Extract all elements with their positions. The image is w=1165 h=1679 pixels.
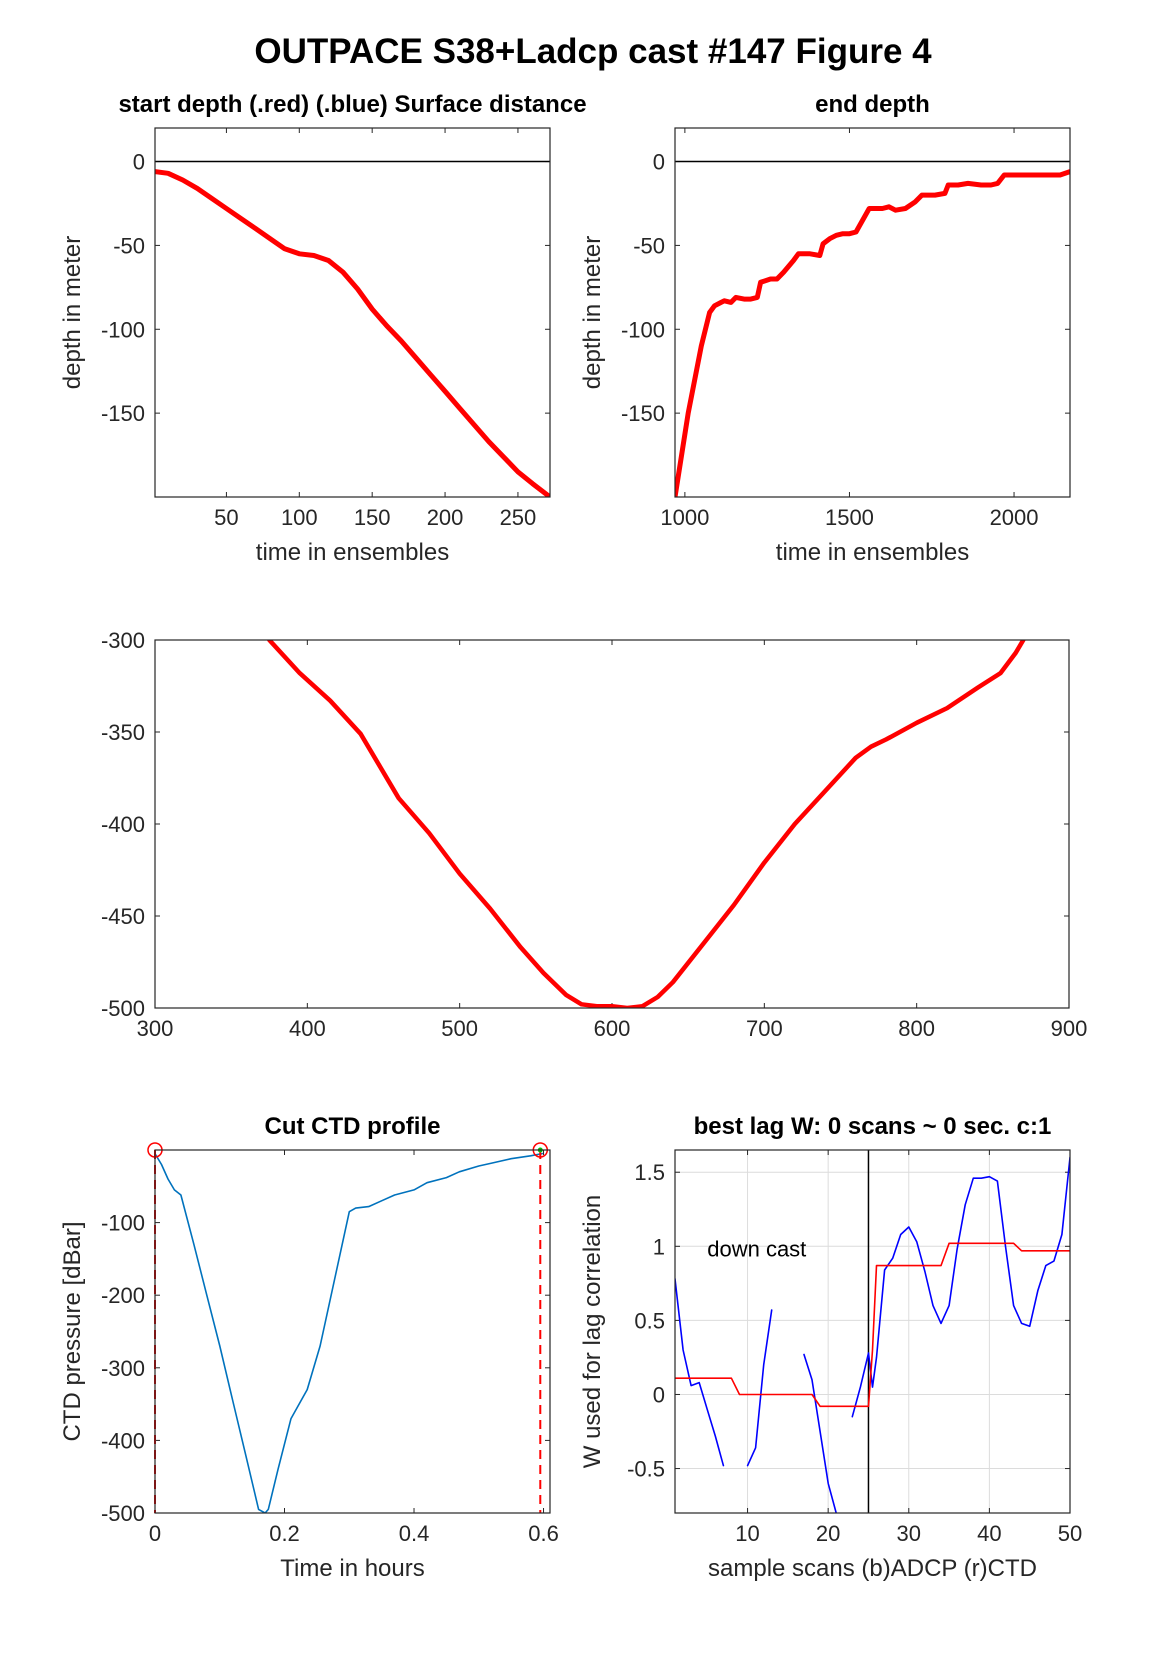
plot-area xyxy=(155,1150,550,1513)
x-tick-label: 20 xyxy=(816,1521,840,1546)
y-tick-label: 1.5 xyxy=(634,1160,665,1185)
series-0-line xyxy=(675,169,1070,497)
x-tick-label: 400 xyxy=(289,1016,326,1041)
y-tick-label: -100 xyxy=(101,317,145,342)
down-cast-label: down cast xyxy=(707,1237,806,1262)
series-0-line xyxy=(675,1278,725,1467)
axes-frame xyxy=(154,639,1070,1009)
y-axis-label: W used for lag correlation xyxy=(579,1195,606,1468)
y-tick-label: -300 xyxy=(101,628,145,653)
x-axis-label: sample scans (b)ADCP (r)CTD xyxy=(708,1555,1037,1582)
axes-frame xyxy=(674,127,1071,498)
plot-title: Cut CTD profile xyxy=(265,1113,441,1140)
x-tick-label: 600 xyxy=(594,1016,631,1041)
x-tick-label: 50 xyxy=(1058,1521,1082,1546)
plot-title: best lag W: 0 scans ~ 0 sec. c:1 xyxy=(694,1113,1052,1140)
x-tick-label: 200 xyxy=(427,505,464,530)
y-tick-label: -100 xyxy=(621,317,665,342)
y-tick-label: -300 xyxy=(101,1356,145,1381)
x-tick-label: 250 xyxy=(500,505,537,530)
y-tick-label: -400 xyxy=(101,1428,145,1453)
y-tick-label: -350 xyxy=(101,720,145,745)
x-tick-label: 2000 xyxy=(990,505,1039,530)
series-0-line xyxy=(267,640,1026,1008)
x-tick-label: 700 xyxy=(746,1016,783,1041)
x-tick-label: 0 xyxy=(149,1521,161,1546)
x-tick-label: 100 xyxy=(281,505,318,530)
x-tick-label: 300 xyxy=(137,1016,174,1041)
series-group xyxy=(155,169,550,497)
plot-title: start depth (.red) (.blue) Surface dista… xyxy=(118,91,586,118)
y-tick-label: -50 xyxy=(113,233,145,258)
x-tick-label: 30 xyxy=(897,1521,921,1546)
figure-title: OUTPACE S38+Ladcp cast #147 Figure 4 xyxy=(254,32,932,71)
y-tick-label: -150 xyxy=(101,401,145,426)
y-tick-label: -200 xyxy=(101,1283,145,1308)
chart-bottom_depth: 300 400 500 600 700 800 900 -300 -350 -400 -450 -50… xyxy=(101,628,1087,1041)
x-tick-label: 0.6 xyxy=(528,1521,559,1546)
x-tick-label: 800 xyxy=(898,1016,935,1041)
plot-area xyxy=(675,128,1070,497)
axes-frame xyxy=(154,1149,551,1514)
series-0-line xyxy=(155,169,550,497)
y-tick-label: -150 xyxy=(621,401,665,426)
x-tick-label: 1000 xyxy=(660,505,709,530)
chart-best_lag: 10 20 30 40 50 1.5 1 0.5 0 -0.5 down cast best lag … xyxy=(579,1113,1082,1582)
axes-frame xyxy=(674,1149,1071,1514)
y-tick-label: 0.5 xyxy=(634,1308,665,1333)
y-tick-label: 0 xyxy=(133,150,145,175)
plot-area xyxy=(155,640,1069,1008)
series-0-line xyxy=(746,1309,773,1467)
chart-cut_ctd: 0 0.2 0.4 0.6 -100 -200 -300 -400 -500 Cut CTD pr… xyxy=(59,1113,559,1582)
x-tick-label: 40 xyxy=(977,1521,1001,1546)
series-0-line xyxy=(851,1156,1070,1418)
y-tick-label: -0.5 xyxy=(627,1457,665,1482)
series-0-line xyxy=(155,1152,544,1513)
x-tick-label: 0.2 xyxy=(269,1521,300,1546)
plot-area xyxy=(675,1150,1070,1513)
y-tick-label: -500 xyxy=(101,996,145,1021)
x-axis-label: Time in hours xyxy=(280,1555,425,1582)
x-tick-label: 0.4 xyxy=(399,1521,430,1546)
x-tick-label: 150 xyxy=(354,505,391,530)
y-tick-label: 0 xyxy=(653,1382,665,1407)
y-axis-label: depth in meter xyxy=(59,236,86,389)
x-tick-label: 10 xyxy=(735,1521,759,1546)
x-tick-label: 500 xyxy=(441,1016,478,1041)
y-tick-label: -50 xyxy=(633,233,665,258)
y-tick-label: -450 xyxy=(101,904,145,929)
chart-end_depth: 1000 1500 2000 0 -50 -100 -150 end depth time in… xyxy=(579,91,1071,566)
plot-title: end depth xyxy=(815,91,930,118)
y-axis-label: depth in meter xyxy=(579,236,606,389)
y-tick-label: 0 xyxy=(653,150,665,175)
series-group xyxy=(155,1152,544,1513)
x-tick-label: 900 xyxy=(1051,1016,1088,1041)
y-tick-label: 1 xyxy=(653,1234,665,1259)
series-0-line xyxy=(803,1353,838,1513)
series-1-line xyxy=(675,1242,1070,1408)
y-tick-label: -400 xyxy=(101,812,145,837)
y-tick-label: -500 xyxy=(101,1501,145,1526)
y-axis-label: CTD pressure [dBar] xyxy=(59,1221,86,1441)
series-group xyxy=(267,640,1026,1008)
axes-frame xyxy=(154,127,551,498)
series-group xyxy=(675,169,1070,497)
series-group xyxy=(675,1156,1070,1513)
x-tick-label: 1500 xyxy=(825,505,874,530)
x-axis-label: time in ensembles xyxy=(256,539,449,566)
y-tick-label: -100 xyxy=(101,1211,145,1236)
x-axis-label: time in ensembles xyxy=(776,539,969,566)
chart-start_depth: 50 100 150 200 250 0 -50 -100 -150 start depth (.… xyxy=(59,91,587,566)
x-tick-label: 50 xyxy=(214,505,238,530)
